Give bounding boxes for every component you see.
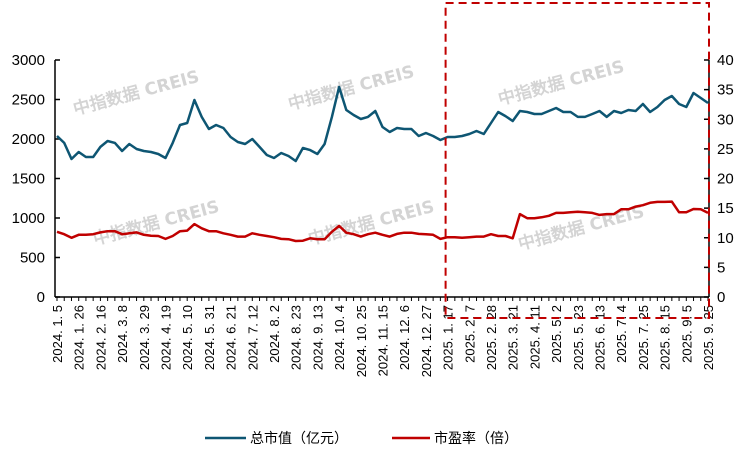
x-axis-tick-label: 2024. 4. 19 <box>159 305 174 370</box>
left-axis-tick-label: 0 <box>37 289 45 306</box>
x-axis-tick-label: 2024. 10. 4 <box>332 305 347 370</box>
axes: 0 500 1000 1500 2000 2500 3000 0 5 10 15 20 25 30 35 40… <box>12 52 734 377</box>
x-axis-tick-label: 2024. 9. 13 <box>310 305 325 370</box>
left-axis-tick-label: 3000 <box>12 52 45 69</box>
highlight-box <box>444 2 710 319</box>
x-axis-tick-label: 2025. 1. 17 <box>441 305 456 370</box>
right-axis-tick-label: 5 <box>717 259 725 276</box>
right-axis-tick-label: 30 <box>717 111 734 128</box>
x-axis-tick-label: 2025. 6. 13 <box>593 305 608 370</box>
x-axis-tick-label: 2025. 2. 28 <box>484 305 499 370</box>
watermarks: 中指数据 CREIS 中指数据 CREIS 中指数据 CREIS 中指数据 CREIS… <box>71 56 647 255</box>
left-axis-tick-label: 1500 <box>12 171 45 188</box>
watermark: 中指数据 CREIS <box>71 66 202 120</box>
x-axis-tick-label: 2024. 8. 23 <box>289 305 304 370</box>
x-axis-tick-label: 2024. 3. 29 <box>137 305 152 370</box>
series-lines <box>56 85 709 243</box>
right-axis-tick-label: 25 <box>717 141 734 158</box>
x-axis-tick-label: 2025. 2. 7 <box>462 305 477 363</box>
watermark: 中指数据 CREIS <box>286 61 417 115</box>
x-axis-tick-label: 2024. 5. 31 <box>202 305 217 370</box>
x-axis-tick-label: 2024. 5. 10 <box>180 305 195 370</box>
series-line-pe-ratio <box>56 200 709 243</box>
x-axis-tick-label: 2024. 10. 25 <box>354 305 369 377</box>
right-axis-tick-label: 0 <box>717 289 725 306</box>
watermark: 中指数据 CREIS <box>306 196 437 250</box>
left-axis-tick-label: 2000 <box>12 131 45 148</box>
x-axis-tick-label: 2024. 11. 15 <box>376 305 391 376</box>
legend: 总市值（亿元） 市盈率（倍） <box>205 430 518 447</box>
x-axis-tick-label: 2025. 5. 23 <box>571 305 586 370</box>
x-axis-tick-label: 2025. 8. 15 <box>658 305 673 370</box>
right-axis-tick-label: 15 <box>717 200 734 217</box>
left-axis-tick-label: 500 <box>20 250 45 267</box>
watermark: 中指数据 CREIS <box>91 196 222 250</box>
x-axis-tick-label: 2025. 9. 5 <box>679 305 694 363</box>
x-axis-tick-label: 2025. 5. 2 <box>549 305 564 363</box>
x-axis-tick-label: 2025. 7. 25 <box>636 305 651 370</box>
series-line-market-cap <box>56 85 709 163</box>
watermark: 中指数据 CREIS <box>496 56 627 110</box>
x-axis-tick-label: 2024. 8. 2 <box>267 305 282 363</box>
right-axis-tick-label: 40 <box>717 52 734 69</box>
left-axis-tick-label: 1000 <box>12 210 45 227</box>
x-axis-tick-label: 2024. 12. 27 <box>419 305 434 377</box>
x-axis-tick-label: 2025. 3. 21 <box>506 305 521 370</box>
legend-label-pe-ratio: 市盈率（倍） <box>434 430 518 447</box>
x-axis-tick-label: 2025. 4. 11 <box>527 305 542 369</box>
x-axis-tick-label: 2024. 7. 12 <box>245 305 260 370</box>
x-axis-tick-label: 2024. 6. 21 <box>224 305 239 370</box>
left-axis-tick-label: 2500 <box>12 92 45 109</box>
x-axis-tick-label: 2024. 1. 26 <box>72 305 87 370</box>
x-axis-tick-label: 2025. 7. 4 <box>614 305 629 363</box>
x-axis-tick-label: 2024. 1. 5 <box>50 305 65 363</box>
right-axis-tick-label: 10 <box>717 230 734 247</box>
legend-label-market-cap: 总市值（亿元） <box>250 430 348 447</box>
x-axis-tick-label: 2024. 3. 8 <box>115 305 130 363</box>
right-axis-tick-label: 35 <box>717 82 734 99</box>
right-axis-tick-label: 20 <box>717 171 734 188</box>
highlight-dashed-box <box>444 2 710 319</box>
x-axis-tick-label: 2024. 12. 6 <box>397 305 412 370</box>
x-axis-tick-label: 2025. 9. 25 <box>701 305 716 370</box>
x-axis-tick-label: 2024. 2. 16 <box>93 305 108 370</box>
